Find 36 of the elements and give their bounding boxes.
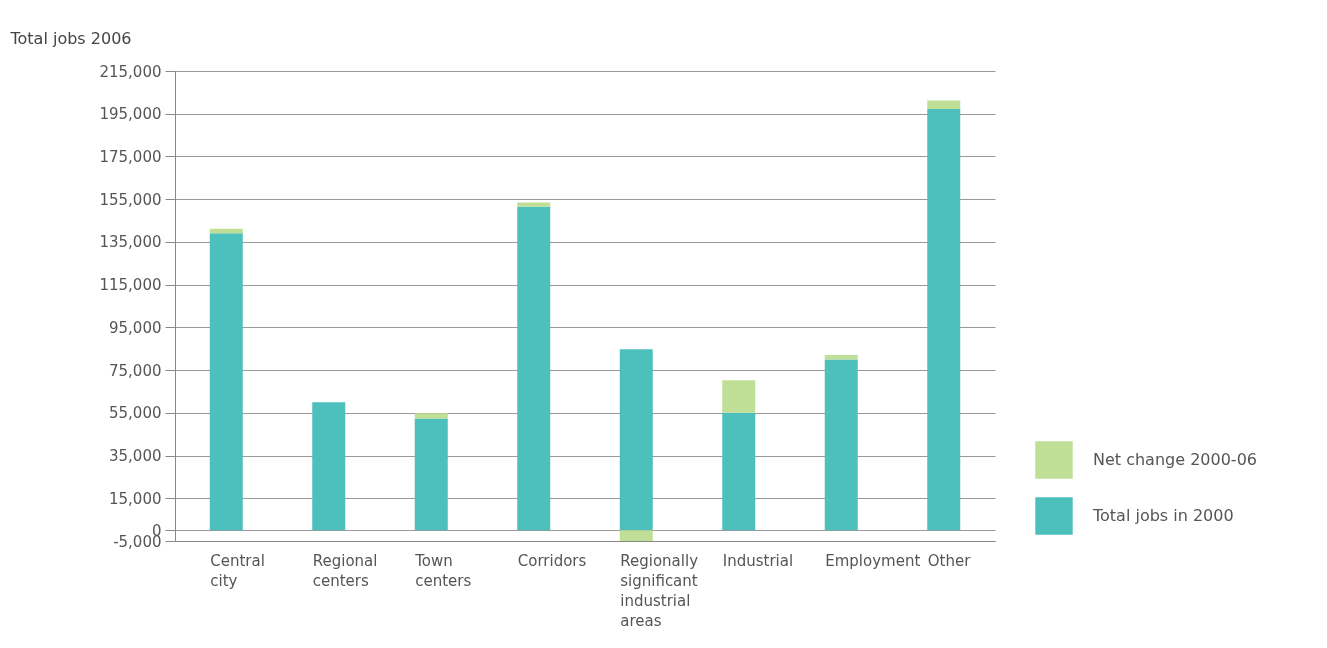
y-axis-title: Total jobs 2006	[9, 28, 132, 48]
y-tick-label: 215,000	[99, 62, 162, 81]
x-tick-label: Employment	[825, 551, 921, 570]
bar	[517, 202, 551, 207]
x-tick-label: Regionally significant industrial areas	[620, 551, 699, 630]
y-tick-label: 95,000	[109, 318, 162, 337]
y-tick-label: 155,000	[99, 190, 162, 209]
bar	[722, 412, 756, 531]
bar	[927, 109, 961, 531]
y-tick-label: 195,000	[99, 105, 162, 124]
bar	[312, 402, 346, 531]
legend-label: Net change 2000-06	[1093, 450, 1257, 469]
y-tick-label: 75,000	[109, 361, 162, 380]
x-tick-label: Other	[927, 551, 972, 570]
x-tick-label: Industrial	[722, 551, 794, 570]
legend-label: Total jobs in 2000	[1092, 506, 1234, 525]
y-tick-label: 115,000	[99, 276, 162, 295]
bar	[619, 530, 653, 541]
y-tick-label: 35,000	[109, 447, 162, 466]
bar	[722, 380, 756, 413]
y-tick-label: 55,000	[109, 404, 162, 423]
y-tick-label: 175,000	[99, 147, 162, 166]
bar	[824, 359, 858, 531]
bar	[619, 349, 653, 531]
x-tick-label: Central city	[210, 551, 265, 590]
bar	[824, 354, 858, 360]
x-tick-label: Corridors	[517, 551, 587, 570]
bar	[517, 206, 551, 531]
bar	[927, 100, 961, 110]
bar	[209, 233, 243, 531]
y-tick-label: 135,000	[99, 233, 162, 252]
x-tick-label: Regional centers	[312, 551, 378, 590]
bar	[414, 418, 448, 531]
x-tick-label: Town centers	[414, 551, 472, 590]
bar	[414, 413, 448, 419]
y-tick-label: 15,000	[109, 489, 162, 508]
